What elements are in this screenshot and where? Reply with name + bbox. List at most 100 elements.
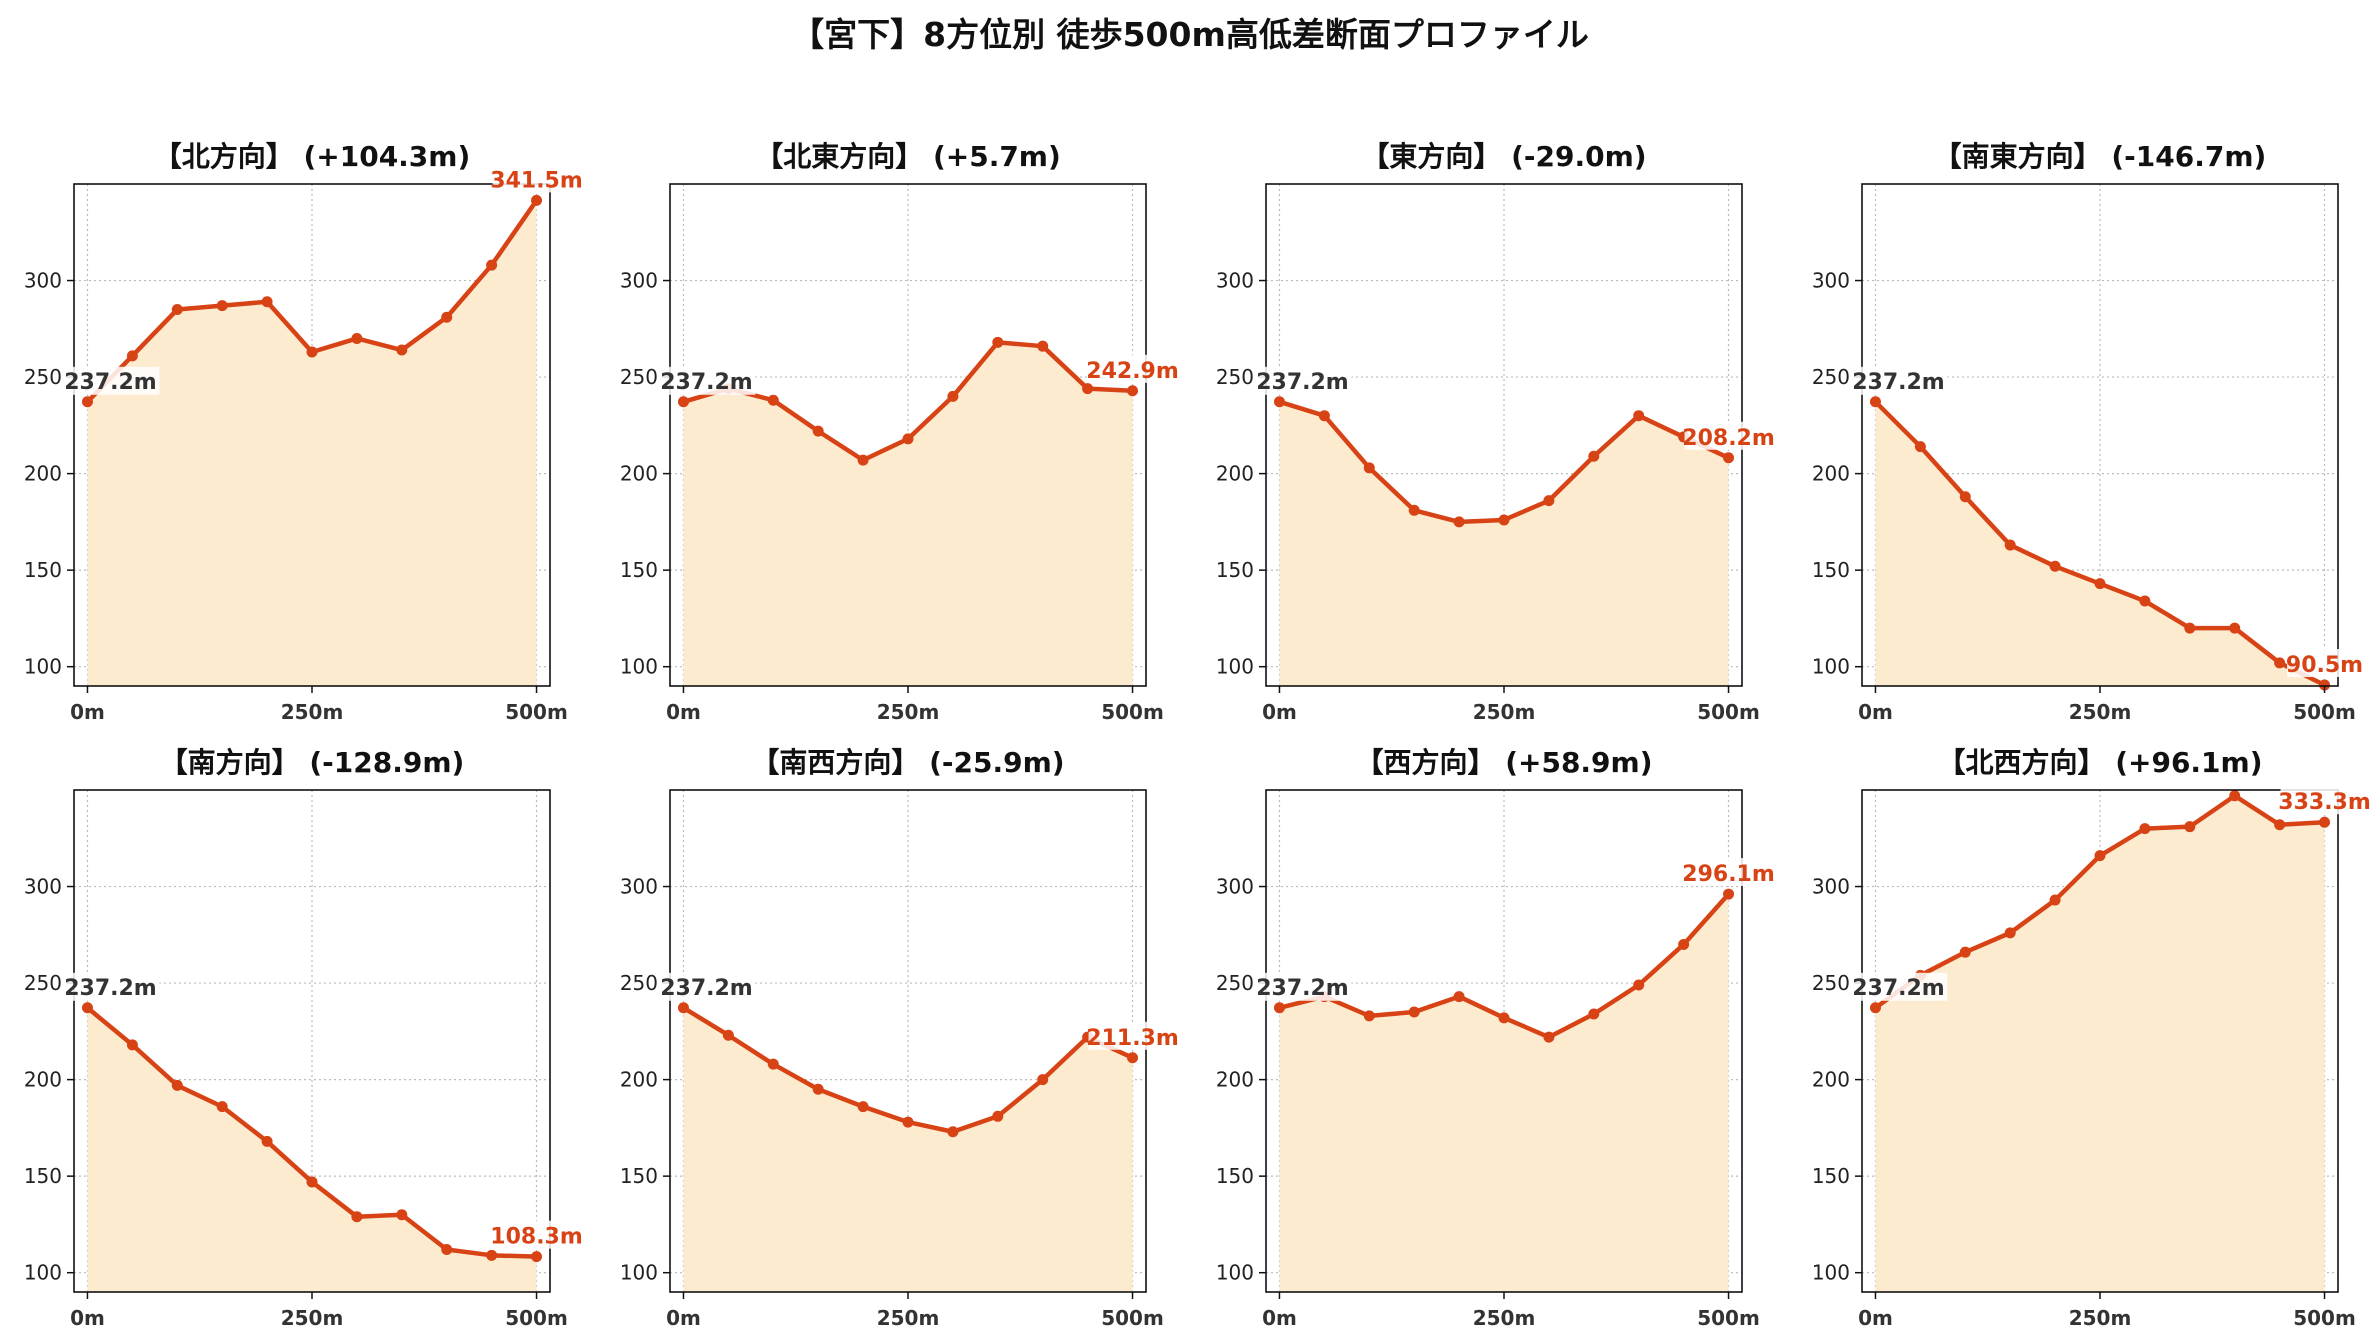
- x-tick-label: 500m: [1697, 700, 1760, 724]
- data-point: [767, 1058, 779, 1070]
- y-tick-label: 150: [1812, 558, 1850, 582]
- data-point: [171, 1079, 183, 1091]
- end-label-bg: [1684, 858, 1773, 887]
- y-tick-label: 150: [1216, 1164, 1254, 1188]
- area-fill: [87, 200, 537, 686]
- x-tick-label: 0m: [70, 1306, 105, 1330]
- end-label-bg: [1684, 421, 1773, 450]
- panel-title: 【南方向】 (-128.9m): [160, 746, 465, 779]
- data-point: [1318, 410, 1330, 422]
- y-tick-label: 200: [1216, 462, 1254, 486]
- data-point: [947, 390, 959, 402]
- data-point: [2004, 539, 2016, 551]
- panel-title: 【南西方向】 (-25.9m): [751, 746, 1064, 779]
- data-point: [1363, 1010, 1375, 1022]
- data-point: [1723, 452, 1735, 464]
- y-tick-label: 300: [1216, 875, 1254, 899]
- data-point: [126, 350, 138, 362]
- data-point: [1588, 1008, 1600, 1020]
- x-tick-label: 250m: [1473, 1306, 1536, 1330]
- panel-title: 【北西方向】 (+96.1m): [1937, 746, 2262, 779]
- y-tick-label: 250: [620, 365, 658, 389]
- end-elevation-label: 296.1m: [1682, 862, 1775, 887]
- data-point: [486, 259, 498, 271]
- data-point: [351, 1211, 363, 1223]
- x-tick-label: 250m: [877, 1306, 940, 1330]
- x-tick-label: 500m: [505, 700, 568, 724]
- start-label-bg: [657, 366, 756, 395]
- start-elevation-label: 237.2m: [1256, 976, 1349, 1001]
- data-point: [992, 336, 1004, 348]
- data-point: [1588, 450, 1600, 462]
- x-tick-label: 250m: [877, 700, 940, 724]
- y-tick-label: 300: [1216, 269, 1254, 293]
- start-label-bg: [1253, 366, 1352, 395]
- data-point: [2139, 823, 2151, 835]
- data-point: [1869, 1002, 1881, 1014]
- x-tick-label: 500m: [2293, 700, 2356, 724]
- data-point: [81, 1002, 93, 1014]
- x-tick-label: 0m: [666, 1306, 701, 1330]
- data-point: [1037, 340, 1049, 352]
- data-point: [1408, 1006, 1420, 1018]
- data-point: [306, 1176, 318, 1188]
- data-point: [2094, 850, 2106, 862]
- y-tick-label: 150: [620, 558, 658, 582]
- chart-panel-0: 【北方向】 (+104.3m) 100 150 200 250 300 0m 250m 500m…: [24, 140, 583, 724]
- start-elevation-label: 237.2m: [1256, 370, 1349, 395]
- y-tick-label: 250: [1216, 365, 1254, 389]
- data-point: [1453, 991, 1465, 1003]
- data-point: [486, 1249, 498, 1261]
- x-tick-label: 250m: [281, 700, 344, 724]
- y-tick-label: 250: [1216, 971, 1254, 995]
- area-fill: [1279, 894, 1729, 1292]
- data-point: [677, 396, 689, 408]
- y-tick-label: 150: [620, 1164, 658, 1188]
- data-point: [1453, 516, 1465, 528]
- x-tick-label: 500m: [2293, 1306, 2356, 1330]
- start-label-bg: [1849, 972, 1948, 1001]
- data-point: [2094, 578, 2106, 590]
- data-point: [396, 1209, 408, 1221]
- data-point: [2274, 657, 2286, 669]
- end-label-bg: [492, 1220, 581, 1249]
- data-point: [1127, 1052, 1139, 1064]
- data-point: [1959, 491, 1971, 503]
- chart-panel-7: 【北西方向】 (+96.1m) 100 150 200 250 300 0m 250m 500m…: [1812, 746, 2371, 1330]
- chart-panel-4: 【南方向】 (-128.9m) 100 150 200 250 300 0m 250m 500m…: [24, 746, 583, 1330]
- area-fill: [1279, 401, 1729, 686]
- y-tick-label: 200: [24, 462, 62, 486]
- x-tick-label: 500m: [1101, 1306, 1164, 1330]
- chart-panel-3: 【南東方向】 (-146.7m) 100 150 200 250 300 0m 250m 500…: [1812, 140, 2363, 724]
- end-elevation-label: 108.3m: [490, 1225, 583, 1250]
- data-point: [1408, 504, 1420, 516]
- data-point: [531, 194, 543, 206]
- data-point: [1543, 495, 1555, 507]
- y-tick-label: 250: [1812, 365, 1850, 389]
- data-point: [261, 296, 273, 308]
- data-point: [126, 1039, 138, 1051]
- panel-title: 【北東方向】 (+5.7m): [755, 140, 1061, 173]
- y-tick-label: 300: [620, 875, 658, 899]
- y-tick-label: 300: [24, 875, 62, 899]
- y-tick-label: 100: [24, 655, 62, 679]
- data-point: [1633, 410, 1645, 422]
- y-tick-label: 200: [1812, 462, 1850, 486]
- y-tick-label: 100: [620, 655, 658, 679]
- data-point: [902, 1116, 914, 1128]
- end-label-bg: [1088, 1021, 1177, 1050]
- end-elevation-label: 333.3m: [2278, 790, 2371, 815]
- end-elevation-label: 211.3m: [1086, 1026, 1179, 1051]
- data-point: [216, 1101, 228, 1113]
- start-elevation-label: 237.2m: [1852, 370, 1945, 395]
- start-label-bg: [657, 972, 756, 1001]
- end-elevation-label: 208.2m: [1682, 426, 1775, 451]
- data-point: [441, 311, 453, 323]
- data-point: [261, 1135, 273, 1147]
- start-elevation-label: 237.2m: [660, 370, 753, 395]
- area-fill: [1875, 401, 2325, 686]
- y-tick-label: 100: [1812, 1261, 1850, 1285]
- data-point: [351, 332, 363, 344]
- y-tick-label: 200: [24, 1068, 62, 1092]
